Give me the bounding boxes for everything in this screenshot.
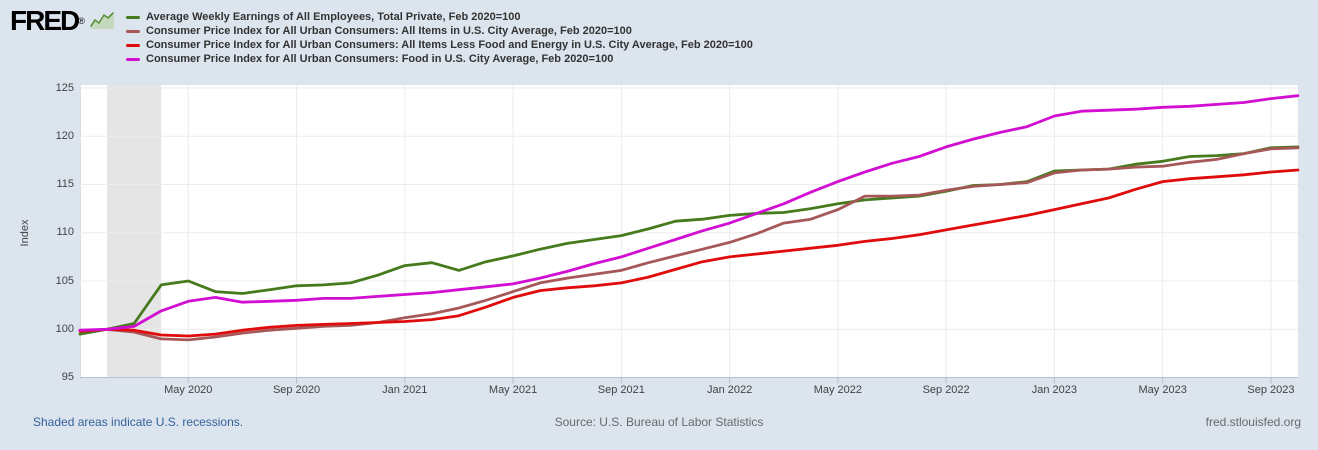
series-line	[78, 146, 1300, 342]
legend-swatch-brown	[126, 29, 140, 33]
legend-swatch-magenta	[126, 57, 140, 61]
series-line	[78, 94, 1300, 332]
y-tick-label: 110	[56, 226, 74, 239]
x-tick-label: Sep 2021	[597, 384, 645, 396]
y-tick-label: 100	[55, 322, 74, 335]
x-tick-label: May 2020	[164, 384, 213, 396]
fred-site-link[interactable]: fred.stlouisfed.org	[1205, 415, 1301, 429]
x-tick-label: Sep 2022	[922, 384, 970, 396]
recessions-note-link[interactable]: Shaded areas indicate U.S. recessions.	[33, 415, 244, 429]
fred-sparkline-icon	[90, 12, 114, 29]
x-tick-label: Jan 2023	[1031, 384, 1078, 396]
y-axis-title: Index	[19, 219, 31, 247]
legend-label: Consumer Price Index for All Urban Consu…	[146, 53, 614, 65]
y-tick-label: 95	[61, 371, 74, 383]
fred-logo-text: FRED	[10, 5, 80, 36]
y-tick-label: 105	[55, 274, 74, 287]
axis-layer	[80, 377, 1298, 384]
y-tick-label: 125	[55, 81, 74, 94]
x-tick-label: Sep 2020	[272, 384, 321, 396]
legend-swatch-green	[126, 15, 140, 19]
x-tick-label: Jan 2021	[382, 384, 428, 396]
x-tick-label: Sep 2023	[1247, 384, 1295, 396]
legend-item-cpi-food: Consumer Price Index for All Urban Consu…	[126, 52, 753, 66]
fred-logo[interactable]: FRED®	[10, 7, 85, 35]
x-tick-label: May 2022	[813, 384, 863, 396]
chart-legend: Average Weekly Earnings of All Employees…	[126, 10, 753, 66]
x-tick-label: May 2023	[1138, 384, 1187, 396]
legend-item-cpi-core: Consumer Price Index for All Urban Consu…	[126, 38, 753, 52]
y-tick-label: 115	[56, 178, 74, 190]
y-tick-label: 120	[55, 129, 74, 142]
series-line	[78, 168, 1300, 338]
legend-label: Consumer Price Index for All Urban Consu…	[146, 39, 753, 51]
legend-label: Average Weekly Earnings of All Employees…	[146, 11, 521, 23]
series-line-layer	[78, 94, 1300, 342]
x-tick-label: Jan 2022	[706, 384, 753, 396]
plot-background-layer	[80, 85, 1298, 378]
registered-trademark: ®	[78, 16, 85, 26]
legend-item-avg-weekly-earnings: Average Weekly Earnings of All Employees…	[126, 10, 753, 24]
legend-item-cpi-all-items: Consumer Price Index for All Urban Consu…	[126, 24, 753, 38]
legend-label: Consumer Price Index for All Urban Consu…	[146, 25, 632, 37]
x-tick-label: May 2021	[488, 384, 538, 396]
legend-swatch-red	[126, 43, 140, 47]
